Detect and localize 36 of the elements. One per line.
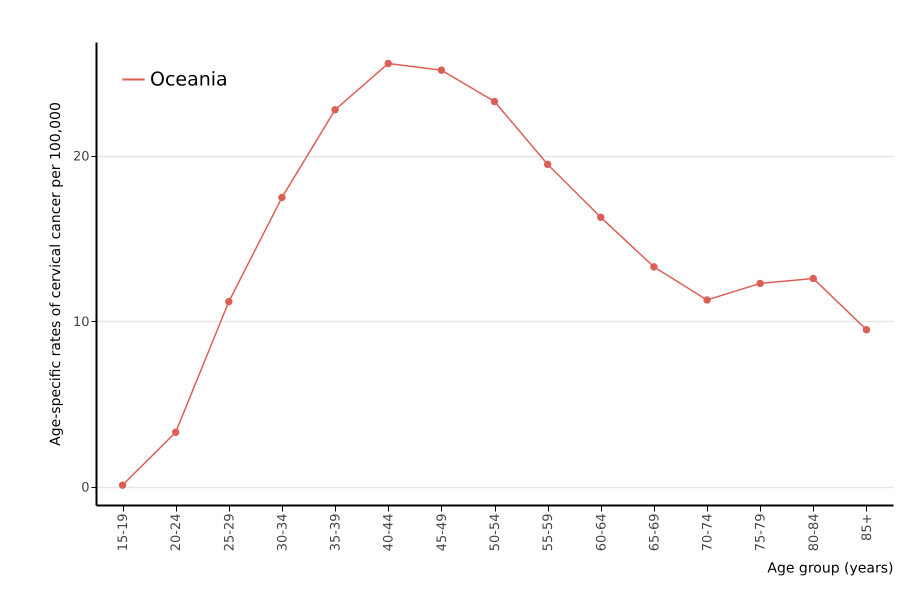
x-tick-label: 80-84 [806, 514, 822, 552]
x-tick-label: 55-59 [541, 514, 556, 552]
x-tick-label: 60-64 [594, 514, 610, 552]
y-axis-title: Age-specific rates of cervical cancer per 100,000 [48, 102, 64, 446]
x-tick-label: 50-54 [488, 514, 503, 552]
point [756, 280, 764, 288]
point [384, 60, 392, 68]
x-tick-label: 40-44 [382, 514, 397, 552]
y-tick-label: 0 [81, 480, 90, 496]
x-tick-label: 20-24 [169, 514, 184, 552]
x-tick-label: 45-49 [434, 514, 450, 552]
x-tick-label: 70-74 [700, 514, 716, 552]
point [810, 274, 818, 282]
x-tick-label: 25-29 [222, 514, 238, 552]
x-tick-label: 30-34 [275, 514, 290, 552]
point [597, 214, 604, 221]
legend-label: Oceania [150, 68, 228, 90]
point [544, 160, 552, 168]
x-tick-label: 75-79 [754, 514, 769, 552]
x-tick-label: 15-19 [116, 514, 132, 552]
point [172, 428, 180, 436]
x-tick-label: 85+ [860, 514, 875, 541]
point [438, 66, 446, 74]
point [118, 481, 126, 489]
point [703, 296, 711, 304]
point [225, 298, 233, 306]
x-tick-label: 35-39 [328, 514, 344, 552]
point [650, 263, 658, 271]
point [278, 194, 286, 202]
point [862, 326, 870, 334]
y-tick-label: 10 [72, 314, 90, 330]
point [331, 106, 339, 114]
x-axis-title: Age group (years) [767, 560, 894, 576]
y-tick-label: 20 [72, 150, 90, 165]
point [490, 98, 498, 106]
x-tick-label: 65-69 [647, 514, 662, 552]
